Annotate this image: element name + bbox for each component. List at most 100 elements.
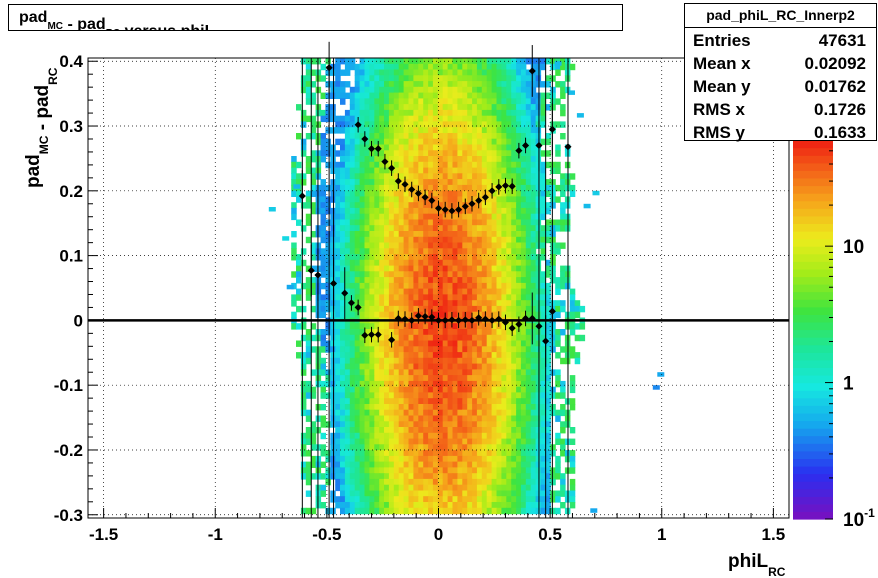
heatmap-cell: [364, 242, 370, 249]
heatmap-cell: [496, 438, 502, 445]
heatmap-cell: [432, 254, 439, 261]
heatmap-cell: [320, 415, 326, 422]
heatmap-cell: [491, 461, 498, 468]
heatmap-cell: [354, 352, 361, 359]
heatmap-cell: [437, 271, 444, 278]
heatmap-cell: [481, 104, 488, 111]
heatmap-cell: [408, 63, 414, 71]
heatmap-cell: [369, 121, 375, 128]
heatmap-cell: [423, 484, 429, 492]
heatmap-cell: [359, 386, 366, 394]
chart-title-text: padMC - padRC versus phiLRC for Inner se…: [19, 9, 543, 30]
heatmap-cell: [344, 421, 351, 428]
heatmap-cell: [437, 294, 444, 301]
heatmap-cell: [462, 259, 468, 267]
heatmap-cell: [442, 75, 449, 82]
heatmap-cell: [398, 213, 405, 221]
heatmap-cell: [506, 467, 512, 474]
heatmap-cell: [520, 369, 527, 376]
heatmap-cell: [388, 404, 395, 411]
heatmap-cell: [423, 92, 429, 99]
heatmap-cell: [320, 190, 326, 197]
heatmap-cell: [413, 63, 419, 71]
heatmap-cell: [398, 202, 405, 209]
heatmap-cell: [467, 340, 473, 347]
heatmap-cell: [300, 444, 307, 451]
heatmap-cell: [379, 150, 385, 157]
heatmap-cell: [476, 478, 483, 486]
heatmap-cell: [305, 213, 312, 221]
heatmap-cell: [535, 305, 542, 313]
heatmap-cell: [384, 386, 390, 394]
heatmap-cell: [369, 202, 375, 209]
heatmap-cell: [501, 69, 507, 76]
heatmap-cell: [408, 363, 414, 370]
heatmap-cell: [296, 323, 302, 330]
heatmap-cell: [491, 161, 498, 169]
heatmap-cell: [374, 502, 380, 509]
heatmap-cell: [428, 340, 434, 347]
heatmap-cell: [555, 305, 561, 313]
heatmap-cell: [501, 409, 507, 417]
heatmap-cell: [437, 156, 444, 163]
heatmap-cell: [344, 438, 351, 445]
heatmap-cell: [486, 202, 493, 209]
heatmap-cell: [491, 502, 498, 509]
heatmap-cell: [501, 236, 507, 244]
heatmap-cell: [393, 92, 400, 99]
heatmap-cell: [501, 63, 507, 71]
heatmap-cell: [525, 121, 532, 128]
heatmap-cell: [305, 63, 312, 71]
heatmap-cell: [344, 375, 351, 382]
heatmap-cell: [379, 375, 385, 382]
heatmap-cell: [467, 467, 473, 474]
heatmap-cell: [384, 277, 390, 284]
heatmap-cell: [330, 248, 336, 255]
heatmap-cell: [305, 438, 312, 445]
heatmap-cell: [398, 409, 405, 417]
heatmap-cell: [335, 369, 341, 376]
heatmap-cell: [481, 478, 488, 486]
heatmap-cell: [491, 415, 498, 422]
heatmap-cell: [516, 104, 522, 111]
heatmap-cell: [388, 363, 395, 370]
heatmap-cell: [364, 271, 370, 278]
heatmap-cell: [530, 144, 537, 151]
heatmap-cell: [423, 271, 429, 278]
heatmap-cell: [300, 138, 307, 146]
heatmap-cell: [423, 305, 429, 313]
heatmap-cell: [379, 213, 385, 221]
heatmap-cell: [340, 161, 346, 169]
heatmap-cell: [437, 115, 444, 123]
heatmap-cell: [437, 161, 444, 169]
heatmap-cell: [467, 369, 473, 376]
heatmap-cell: [305, 467, 312, 474]
heatmap-cell: [447, 478, 454, 486]
heatmap-cell: [369, 277, 375, 284]
heatmap-cell: [423, 455, 429, 463]
heatmap-cell: [374, 380, 380, 388]
heatmap-cell: [340, 375, 346, 382]
heatmap-cell: [530, 404, 537, 411]
heatmap-cell: [403, 81, 410, 88]
heatmap-cell: [418, 236, 424, 244]
heatmap-cell: [462, 167, 468, 174]
heatmap-cell: [540, 242, 546, 249]
heatmap-cell: [506, 502, 512, 509]
heatmap-cell: [359, 502, 366, 509]
heatmap-cell: [310, 334, 317, 342]
heatmap-cell: [550, 98, 556, 105]
heatmap-cell: [330, 340, 336, 347]
heatmap-cell: [457, 346, 463, 353]
heatmap-cell: [442, 92, 449, 99]
heatmap-cell: [516, 138, 522, 146]
heatmap-cell: [349, 334, 356, 342]
heatmap-cell: [545, 450, 551, 457]
heatmap-cell: [506, 58, 512, 65]
heatmap-cell: [428, 369, 434, 376]
heatmap-cell: [428, 98, 434, 105]
heatmap-cell: [452, 104, 458, 111]
heatmap-cell: [520, 271, 527, 278]
heatmap-cell: [467, 484, 473, 492]
heatmap-cell: [457, 138, 463, 146]
